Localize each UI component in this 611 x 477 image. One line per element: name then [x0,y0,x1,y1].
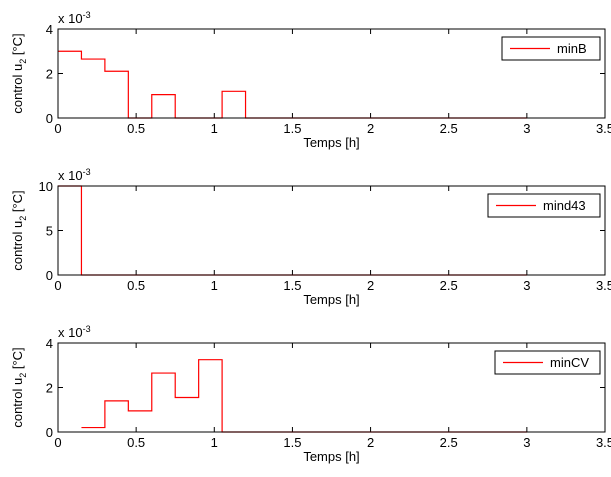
axes-box [57,28,606,119]
y-label-unit: [°C] [10,190,25,215]
x-tick-label: 1.5 [283,435,301,450]
y-tick-label: 0 [46,268,53,283]
y-tick-label: 2 [46,381,53,396]
step-line [81,359,527,433]
y-scale-exponent: -3 [83,324,91,334]
y-axis-label: control u2 [°C] [10,33,28,113]
x-tick-label: 1 [211,121,218,136]
x-tick-label: 3.5 [596,435,611,450]
y-axis-label: control u2 [°C] [10,347,28,427]
x-tick-label: 1 [211,435,218,450]
y-tick-label: 5 [46,224,53,239]
y-label-text: control u [10,378,25,428]
y-label-unit: [°C] [10,33,25,58]
x-tick-label: 3 [523,278,530,293]
y-scale-label: x 10-3 [58,324,91,340]
y-scale-text: x 10 [58,168,83,183]
x-tick-label: 2 [367,121,374,136]
y-label-text: control u [10,64,25,114]
y-scale-exponent: -3 [83,167,91,177]
x-axis-label: Temps [h] [303,135,359,150]
y-scale-label: x 10-3 [58,167,91,183]
x-tick-label: 3 [523,435,530,450]
y-tick-label: 4 [46,22,53,37]
x-tick-label: 2.5 [440,435,458,450]
y-label-text: control u [10,221,25,271]
axes-box [57,342,606,433]
x-tick-label: 0 [54,121,61,136]
x-tick-label: 0.5 [127,278,145,293]
x-tick-label: 2 [367,435,374,450]
x-tick-label: 0.5 [127,435,145,450]
x-tick-label: 0 [54,278,61,293]
y-tick-label: 4 [46,336,53,351]
y-label-unit: [°C] [10,347,25,372]
axes-box [57,185,606,276]
y-tick-label: 10 [39,179,53,194]
x-tick-label: 2.5 [440,121,458,136]
x-axis-label: Temps [h] [303,449,359,464]
y-label-sub: 2 [18,59,28,64]
x-tick-label: 1.5 [283,121,301,136]
legend-box [487,193,601,218]
y-tick-label: 2 [46,67,53,82]
x-tick-label: 1.5 [283,278,301,293]
y-tick-label: 0 [46,425,53,440]
x-tick-label: 2 [367,278,374,293]
x-tick-label: 0.5 [127,121,145,136]
x-tick-label: 2.5 [440,278,458,293]
legend-box [494,350,601,375]
x-tick-label: 3.5 [596,278,611,293]
x-axis-label: Temps [h] [303,292,359,307]
x-tick-label: 1 [211,278,218,293]
y-scale-text: x 10 [58,325,83,340]
legend-label: minB [557,41,587,56]
x-tick-label: 0 [54,435,61,450]
y-scale-exponent: -3 [83,10,91,20]
y-tick-label: 0 [46,111,53,126]
x-tick-label: 3 [523,121,530,136]
legend-label: mind43 [543,198,586,213]
y-scale-text: x 10 [58,11,83,26]
y-scale-label: x 10-3 [58,10,91,26]
legend-box [501,36,601,61]
x-tick-label: 3.5 [596,121,611,136]
y-label-sub: 2 [18,373,28,378]
legend-label: minCV [550,355,589,370]
y-label-sub: 2 [18,216,28,221]
y-axis-label: control u2 [°C] [10,190,28,270]
step-line [58,50,527,119]
